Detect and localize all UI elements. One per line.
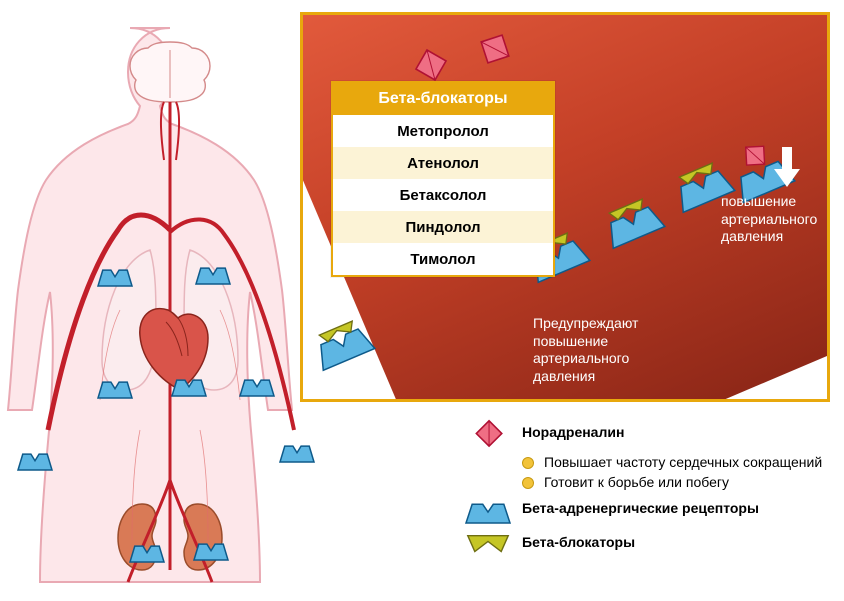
body-receptor-marker <box>98 264 132 286</box>
drug-row: Атенолол <box>333 147 553 179</box>
legend-norad-sub2: Готовит к борьбе или побегу <box>464 474 824 490</box>
bullet-icon <box>522 457 534 469</box>
drug-row: Пиндолол <box>333 211 553 243</box>
body-receptor-marker <box>280 440 314 462</box>
legend: Норадреналин Повышает частоту сердечных … <box>464 420 824 564</box>
body-receptor-marker <box>18 448 52 470</box>
noradrenaline-molecule <box>419 53 445 79</box>
noradrenaline-icon <box>464 420 512 448</box>
human-body-panel <box>0 10 340 590</box>
noradrenaline-molecule <box>483 37 509 63</box>
drug-table-header: Бета-блокаторы <box>333 83 553 115</box>
drug-row: Тимолол <box>333 243 553 275</box>
legend-noradrenaline: Норадреналин <box>464 420 824 448</box>
beta-blocker-icon <box>464 530 512 558</box>
pressure-arrow <box>771 145 803 189</box>
legend-receptor: Бета-адренергические рецепторы <box>464 496 824 524</box>
mechanism-diagram-panel: повышение артериального давления Предупр… <box>300 12 830 402</box>
caption-prevent-bp: Предупреждают повышение артериального да… <box>533 315 673 385</box>
human-body-svg <box>0 10 340 590</box>
body-receptor-marker <box>194 538 228 560</box>
body-receptor-marker <box>196 262 230 284</box>
body-receptor-marker <box>172 374 206 396</box>
caption-raise-bp: повышение артериального давления <box>721 193 830 246</box>
receptor-icon <box>464 496 512 524</box>
drug-row: Метопролол <box>333 115 553 147</box>
drug-table: Бета-блокаторы МетопрололАтенололБетаксо… <box>331 81 555 277</box>
drug-row: Бетаксолол <box>333 179 553 211</box>
bullet-icon <box>522 477 534 489</box>
body-receptor-marker <box>130 540 164 562</box>
legend-norad-sub1: Повышает частоту сердечных сокращений <box>464 454 824 470</box>
body-receptor-marker <box>98 376 132 398</box>
body-receptor-marker <box>240 374 274 396</box>
legend-blocker: Бета-блокаторы <box>464 530 824 558</box>
